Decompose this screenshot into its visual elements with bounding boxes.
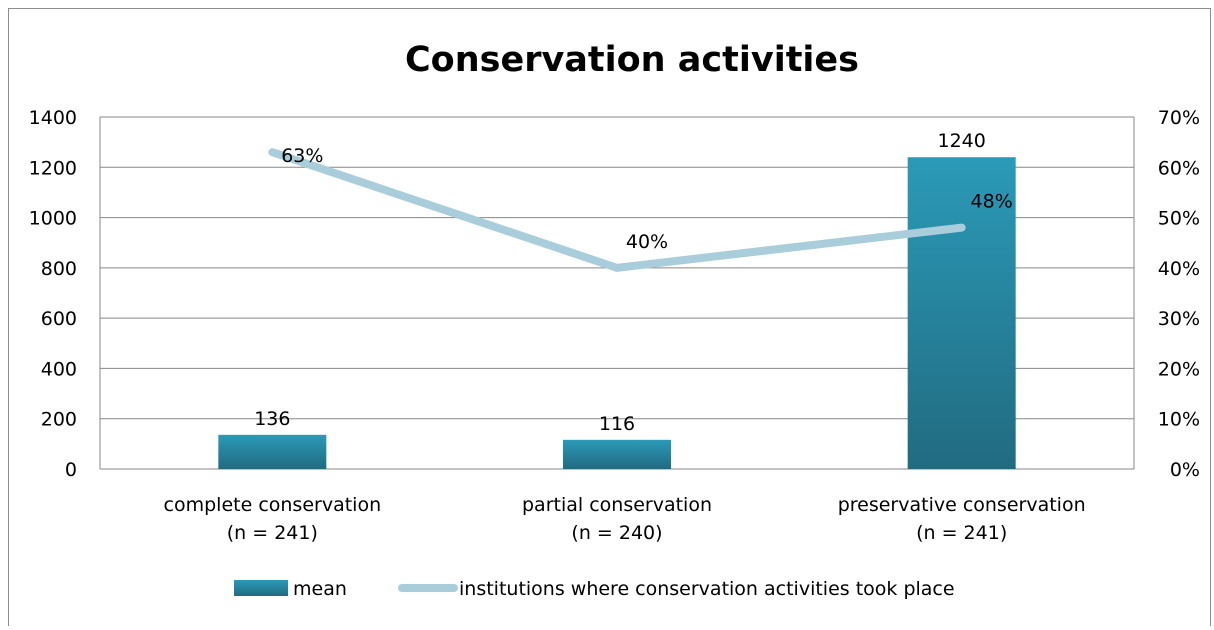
left-tick-label: 400: [41, 358, 77, 380]
left-tick-label: 1200: [29, 157, 77, 179]
legend-label: institutions where conservation activiti…: [459, 578, 955, 600]
bar-value-label: 136: [254, 408, 290, 430]
category-label: complete conservation: [164, 494, 382, 516]
category-label: preservative conservation: [838, 494, 1086, 516]
right-tick-label: 0%: [1170, 459, 1200, 481]
category-label: (n = 241): [916, 522, 1007, 544]
right-tick-label: 70%: [1158, 107, 1200, 129]
chart-title: Conservation activities: [405, 40, 859, 80]
left-tick-label: 600: [41, 308, 77, 330]
right-tick-label: 50%: [1158, 208, 1200, 230]
category-label: (n = 241): [227, 522, 318, 544]
bar: [563, 440, 671, 469]
line-value-label: 40%: [626, 231, 668, 253]
legend: mean institutions where conservation acti…: [234, 578, 955, 600]
right-tick-label: 60%: [1158, 157, 1200, 179]
left-tick-label: 800: [41, 258, 77, 280]
category-label: (n = 240): [571, 522, 662, 544]
left-tick-label: 200: [41, 409, 77, 431]
left-tick-label: 1400: [29, 107, 77, 129]
right-tick-label: 10%: [1158, 409, 1200, 431]
left-tick-label: 0: [65, 459, 77, 481]
right-tick-label: 30%: [1158, 308, 1200, 330]
bar: [218, 435, 326, 469]
legend-label: mean: [293, 578, 347, 600]
right-tick-label: 40%: [1158, 258, 1200, 280]
bar-value-label: 116: [599, 413, 635, 435]
line-value-label: 48%: [971, 191, 1013, 213]
category-label: partial conservation: [522, 494, 712, 516]
left-tick-label: 1000: [29, 208, 77, 230]
line-value-label: 63%: [281, 145, 323, 167]
legend-swatch-bar: [234, 580, 288, 596]
bar-value-label: 1240: [937, 130, 985, 152]
right-tick-label: 20%: [1158, 358, 1200, 380]
